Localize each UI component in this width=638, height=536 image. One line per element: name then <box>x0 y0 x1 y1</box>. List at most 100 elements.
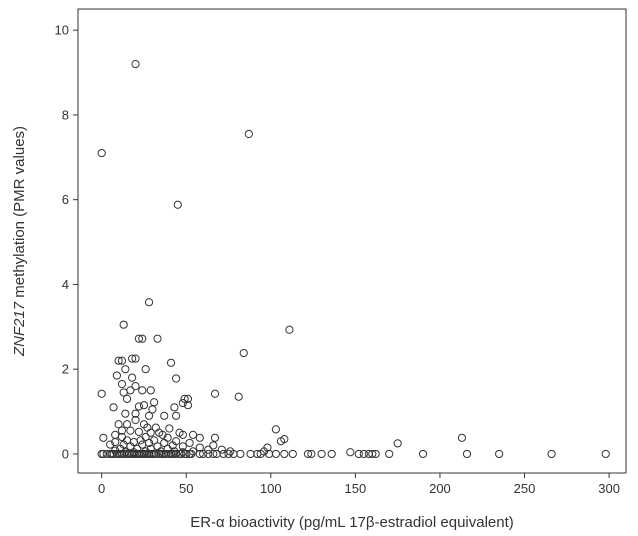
data-point <box>121 409 130 418</box>
data-point <box>138 440 147 449</box>
data-point <box>183 394 193 403</box>
data-point <box>246 449 255 459</box>
data-point <box>195 449 204 459</box>
data-point <box>173 200 182 209</box>
data-point <box>141 365 150 374</box>
data-point <box>209 449 218 459</box>
data-point <box>217 445 226 454</box>
data-point <box>128 373 137 382</box>
data-point <box>183 401 193 410</box>
data-point <box>170 403 179 412</box>
data-point <box>153 442 162 451</box>
x-tick-label: 0 <box>98 481 105 496</box>
data-point <box>131 354 140 363</box>
data-point <box>180 394 189 403</box>
data-point <box>178 430 187 439</box>
data-point <box>195 443 204 452</box>
data-point <box>239 348 248 358</box>
data-point <box>182 449 191 459</box>
data-point <box>307 449 316 459</box>
data-point <box>111 430 120 439</box>
y-axis: 0 2 4 6 8 10 <box>55 23 78 461</box>
x-tick-label: 100 <box>260 481 282 496</box>
data-point <box>134 402 143 411</box>
data-point <box>153 334 162 343</box>
data-point <box>134 427 143 436</box>
data-point <box>185 438 194 448</box>
data-point <box>171 449 181 459</box>
data-point <box>209 441 218 450</box>
data-point <box>99 433 108 442</box>
data-point <box>234 392 243 401</box>
data-point <box>165 424 174 433</box>
data-point <box>462 449 472 459</box>
data-point <box>495 449 504 459</box>
data-point <box>224 449 233 459</box>
y-tick-label: 8 <box>62 107 69 122</box>
data-point <box>150 398 159 407</box>
y-tick-label: 2 <box>62 362 69 377</box>
data-point <box>199 449 208 459</box>
data-point <box>146 428 155 437</box>
data-point <box>385 449 394 459</box>
data-point <box>131 59 140 69</box>
data-point <box>219 449 228 459</box>
data-point <box>317 449 326 459</box>
data-point <box>117 426 127 435</box>
data-point <box>188 430 198 439</box>
data-point <box>303 449 313 459</box>
data-point <box>144 411 154 420</box>
data-point <box>418 449 428 459</box>
data-point <box>114 356 123 365</box>
data-point <box>138 386 147 395</box>
data-point <box>128 354 137 363</box>
data-point <box>547 449 556 459</box>
data-point <box>601 449 610 459</box>
data-point <box>280 449 289 459</box>
plot-area <box>77 8 627 474</box>
data-point <box>346 448 355 457</box>
data-point <box>112 371 122 380</box>
data-point <box>117 379 127 389</box>
data-point <box>204 449 213 459</box>
x-tick-label: 150 <box>345 481 367 496</box>
y-axis-title-gene: ZNF217 <box>11 301 28 357</box>
data-point <box>166 358 176 367</box>
data-point <box>150 436 159 445</box>
data-point <box>160 411 169 420</box>
data-point <box>126 426 135 435</box>
data-point <box>210 389 220 398</box>
data-point <box>276 437 286 446</box>
data-point <box>457 433 467 442</box>
y-tick-label: 0 <box>62 446 69 461</box>
data-point <box>253 449 262 459</box>
data-point <box>97 148 106 158</box>
data-point <box>97 389 106 398</box>
data-point <box>131 409 140 418</box>
data-point <box>121 365 130 374</box>
data-point <box>131 415 140 425</box>
data-point <box>122 394 132 403</box>
data-point <box>178 442 187 451</box>
data-point <box>122 420 132 429</box>
data-point <box>119 320 128 329</box>
data-point <box>136 436 145 445</box>
y-axis-title: ZNF217 methylation (PMR values) <box>11 126 28 357</box>
data-point <box>144 298 154 307</box>
data-point <box>114 420 123 429</box>
data-point <box>204 445 213 454</box>
data-point <box>327 449 336 459</box>
data-point <box>146 386 155 395</box>
x-tick-label: 300 <box>598 481 620 496</box>
x-axis-title: ER-α bioactivity (pg/mL 17β-estradiol eq… <box>190 514 514 531</box>
data-point <box>171 374 181 383</box>
data-point <box>393 439 402 448</box>
data-point <box>160 438 169 448</box>
data-point <box>109 403 118 412</box>
x-axis: 0 50 100 150 200 250 300 <box>98 473 620 496</box>
data-points <box>97 59 610 459</box>
data-point <box>178 398 187 408</box>
data-point <box>195 433 204 442</box>
data-point <box>236 449 245 459</box>
